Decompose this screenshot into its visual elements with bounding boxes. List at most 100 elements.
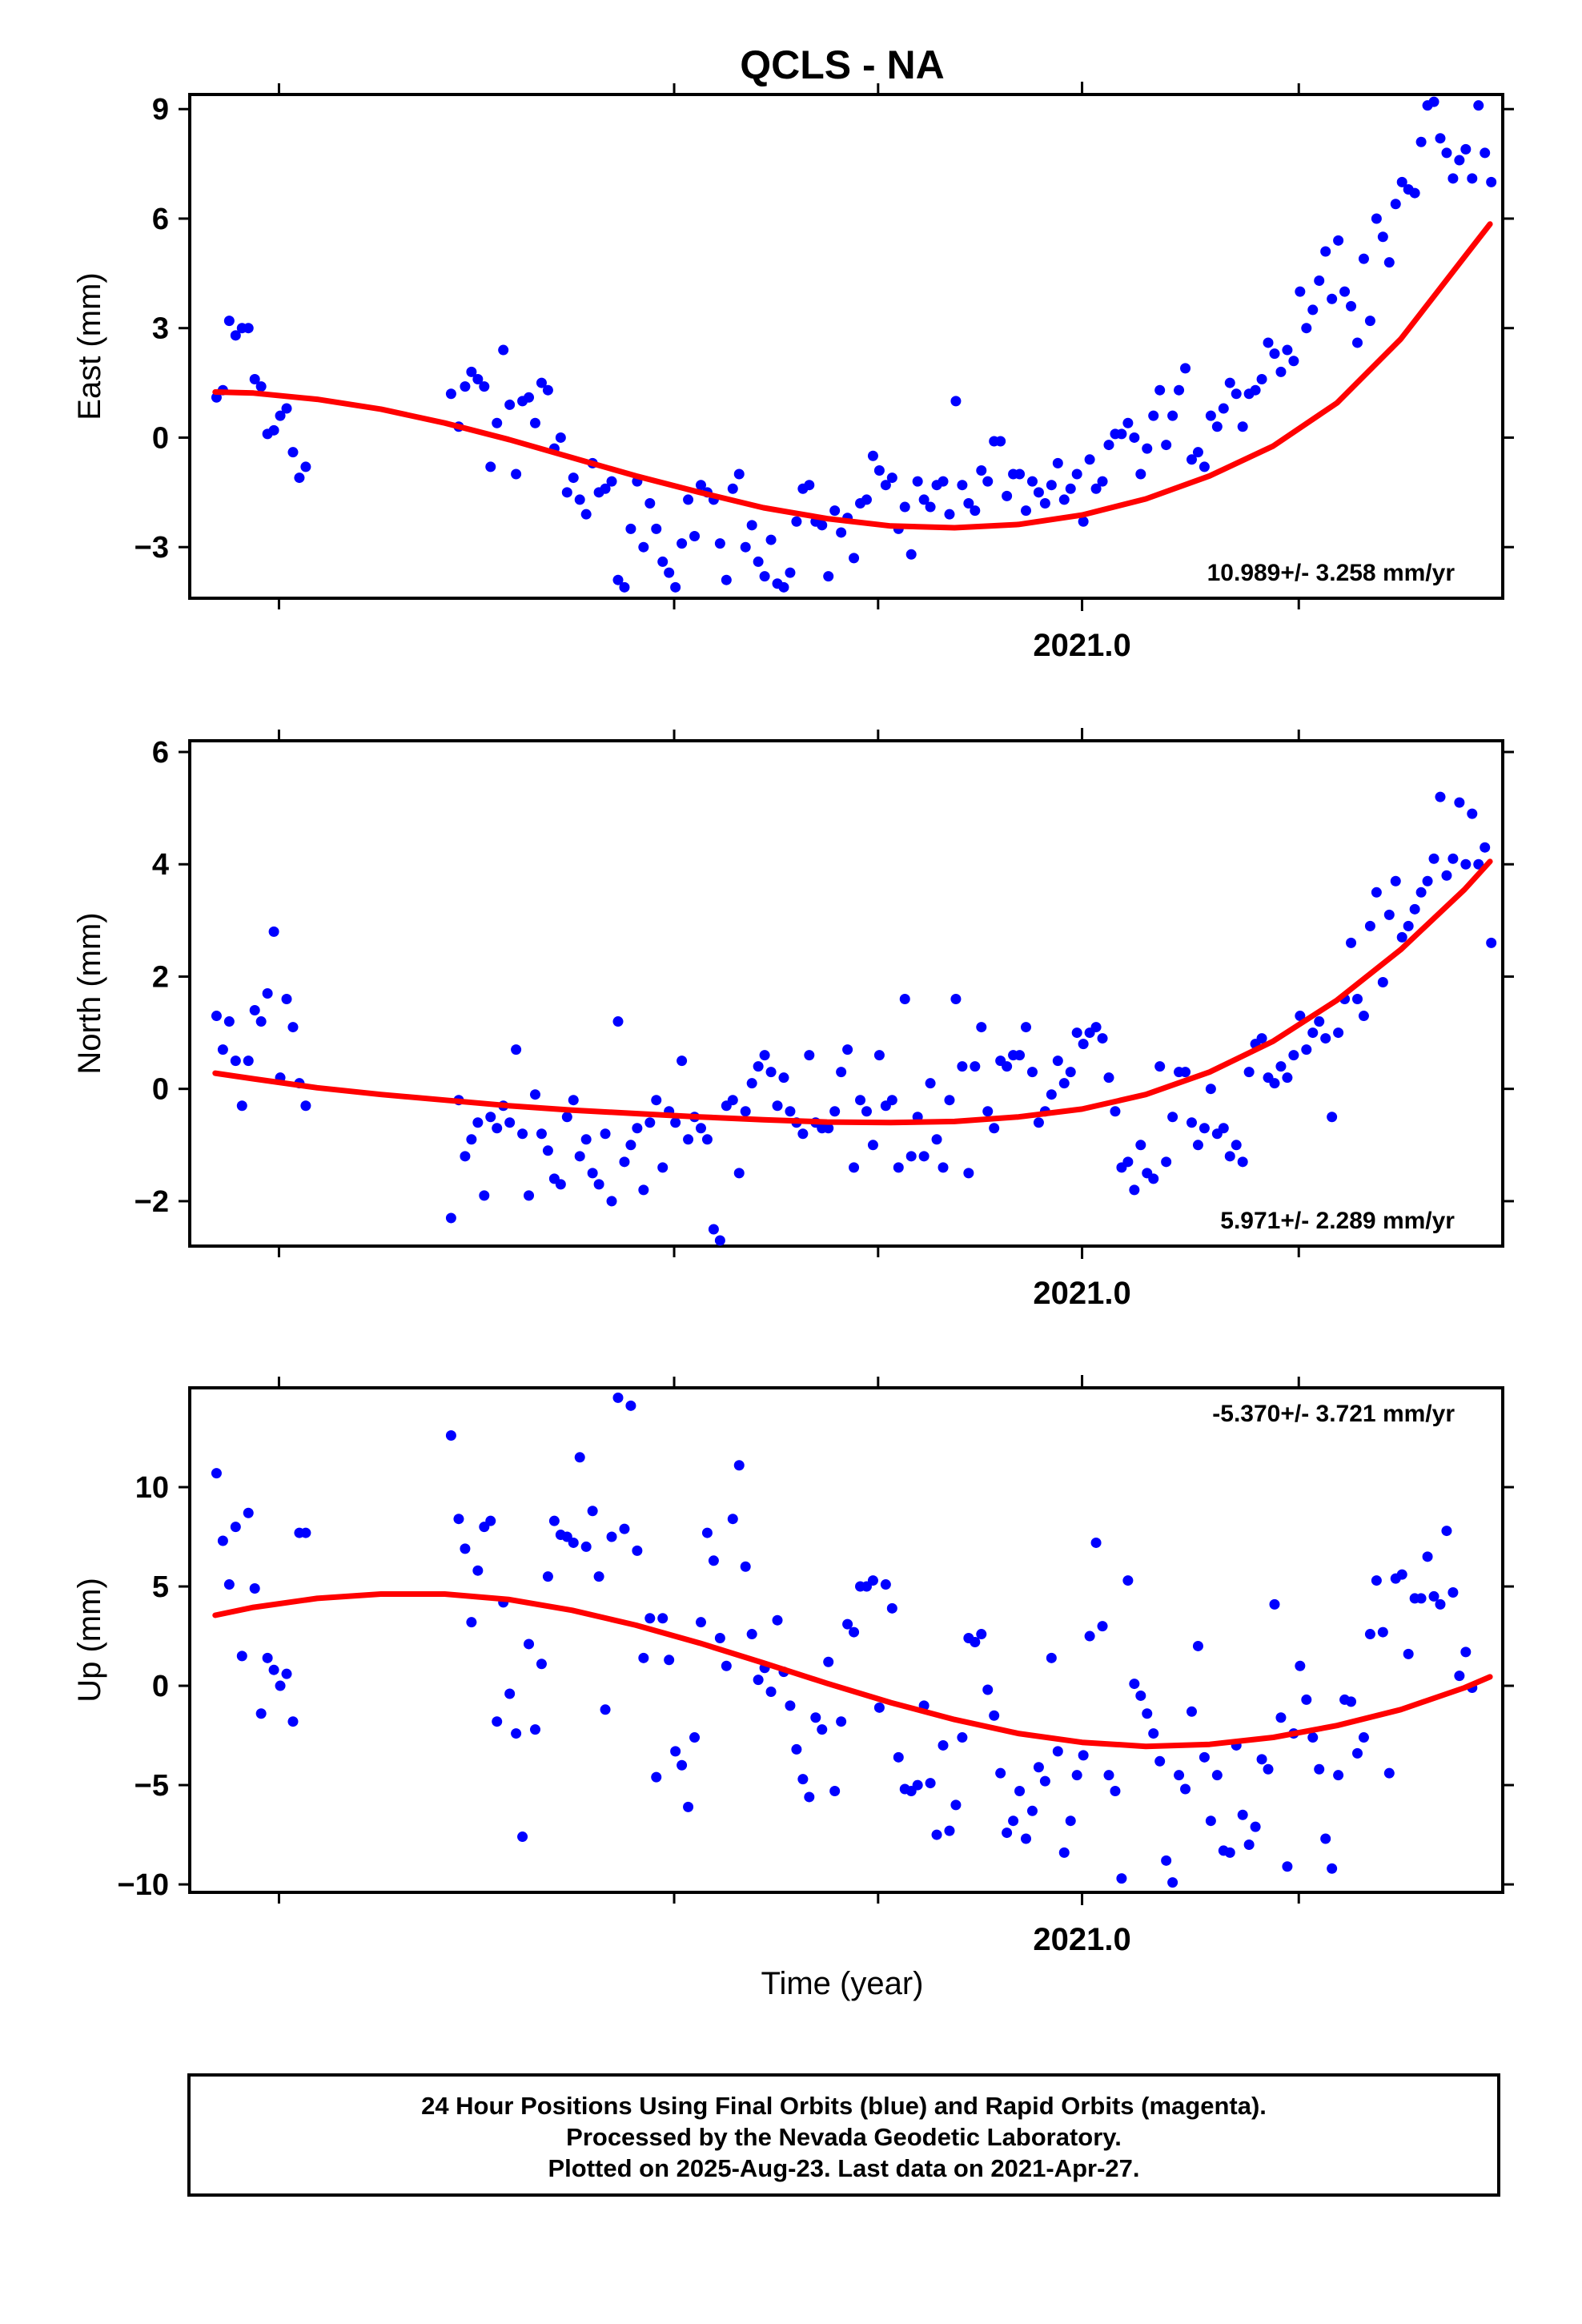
north-data-point	[746, 1078, 757, 1089]
east-data-point	[925, 501, 936, 513]
up-data-point	[1415, 1593, 1427, 1604]
up-data-point	[1263, 1763, 1274, 1775]
east-data-point	[1090, 483, 1102, 494]
north-data-point	[1486, 937, 1497, 948]
north-data-point	[517, 1128, 528, 1140]
east-y-axis-label: East (mm)	[72, 272, 107, 420]
up-data-point	[460, 1543, 471, 1554]
north-data-point	[1046, 1089, 1057, 1100]
up-data-point	[1026, 1805, 1038, 1816]
north-data-point	[555, 1179, 566, 1190]
north-data-point	[944, 1095, 955, 1106]
up-data-point	[1192, 1640, 1203, 1651]
east-data-point	[243, 323, 254, 334]
east-data-point	[249, 374, 260, 385]
up-data-point	[600, 1704, 611, 1715]
up-data-point	[211, 1468, 222, 1479]
north-data-point	[574, 1151, 585, 1162]
east-data-point	[1441, 147, 1452, 159]
east-data-point	[1180, 363, 1191, 374]
east-data-point	[1122, 417, 1134, 428]
north-data-point	[1148, 1173, 1159, 1184]
east-ytick-label: 9	[152, 93, 169, 127]
up-data-point	[836, 1716, 847, 1727]
east-fit-curve	[212, 221, 1493, 531]
north-data-point	[1480, 842, 1491, 853]
footer-line-2: Processed by the Nevada Geodetic Laborat…	[566, 2123, 1122, 2151]
east-data-point	[255, 381, 267, 392]
up-data-point	[1250, 1821, 1261, 1832]
north-data-point	[963, 1168, 974, 1179]
north-data-point	[1078, 1039, 1089, 1050]
east-data-point	[957, 480, 968, 491]
north-data-point	[683, 1134, 694, 1145]
up-data-point	[740, 1561, 751, 1572]
east-data-point	[861, 494, 872, 505]
north-data-point	[524, 1190, 535, 1201]
north-data-point	[587, 1168, 598, 1179]
north-data-point	[460, 1151, 471, 1162]
north-data-point	[632, 1123, 643, 1134]
north-ytick-label: 0	[152, 1073, 169, 1107]
up-data-point	[644, 1613, 656, 1624]
east-data-point	[899, 501, 910, 513]
east-data-point	[970, 505, 981, 517]
up-data-point	[817, 1724, 828, 1735]
up-data-point	[517, 1831, 528, 1843]
north-data-point	[1467, 808, 1478, 819]
up-data-point	[989, 1710, 1000, 1721]
north-data-point	[1301, 1044, 1312, 1055]
north-data-point	[1371, 887, 1382, 898]
up-data-point	[765, 1686, 777, 1697]
east-data-point	[294, 472, 305, 484]
up-y-axis-label: Up (mm)	[72, 1578, 107, 1703]
up-data-point	[1269, 1598, 1280, 1610]
east-data-point	[785, 567, 796, 578]
up-data-point	[632, 1545, 643, 1556]
up-data-point	[529, 1724, 540, 1735]
north-data-point	[536, 1128, 547, 1140]
north-data-point	[695, 1123, 706, 1134]
north-data-point	[472, 1117, 484, 1128]
up-data-point	[1422, 1551, 1433, 1562]
east-data-point	[1371, 213, 1382, 224]
east-data-point	[873, 464, 885, 476]
north-data-point	[740, 1106, 751, 1117]
north-data-point	[1192, 1140, 1203, 1151]
east-data-point	[472, 374, 484, 385]
north-data-point	[262, 988, 273, 999]
up-fit-curve	[212, 1591, 1493, 1750]
up-data-point	[281, 1668, 292, 1679]
up-data-point	[217, 1535, 228, 1546]
north-data-point	[772, 1100, 783, 1112]
up-data-point	[1174, 1770, 1185, 1781]
east-data-point	[1142, 443, 1153, 454]
north-data-point	[918, 1151, 930, 1162]
up-data-point	[651, 1771, 662, 1783]
north-data-point	[657, 1162, 669, 1173]
up-data	[211, 1392, 1493, 1888]
north-data-point	[1473, 858, 1484, 870]
up-data-point	[1186, 1706, 1197, 1717]
east-data-point	[1346, 300, 1357, 312]
up-data-point	[701, 1527, 713, 1538]
north-plot-frame	[188, 739, 1504, 1248]
up-data-point	[1327, 1863, 1338, 1874]
north-data-point	[485, 1112, 496, 1123]
up-data-point	[733, 1460, 745, 1471]
east-data-point	[638, 541, 649, 553]
east-data-point	[1269, 348, 1280, 360]
up-data-point	[1301, 1694, 1312, 1705]
footer-line-1: 24 Hour Positions Using Final Orbits (bl…	[421, 2092, 1267, 2120]
east-data-point	[982, 476, 994, 487]
east-data-point	[1454, 155, 1465, 166]
east-data-point	[1428, 96, 1439, 107]
east-data-point	[1186, 454, 1197, 465]
east-data-point	[1218, 403, 1229, 414]
east-data-point	[886, 472, 897, 484]
up-data-point	[287, 1716, 299, 1727]
east-data-point	[918, 494, 930, 505]
north-data-point	[1021, 1022, 1032, 1033]
north-data-point	[1002, 1061, 1013, 1072]
